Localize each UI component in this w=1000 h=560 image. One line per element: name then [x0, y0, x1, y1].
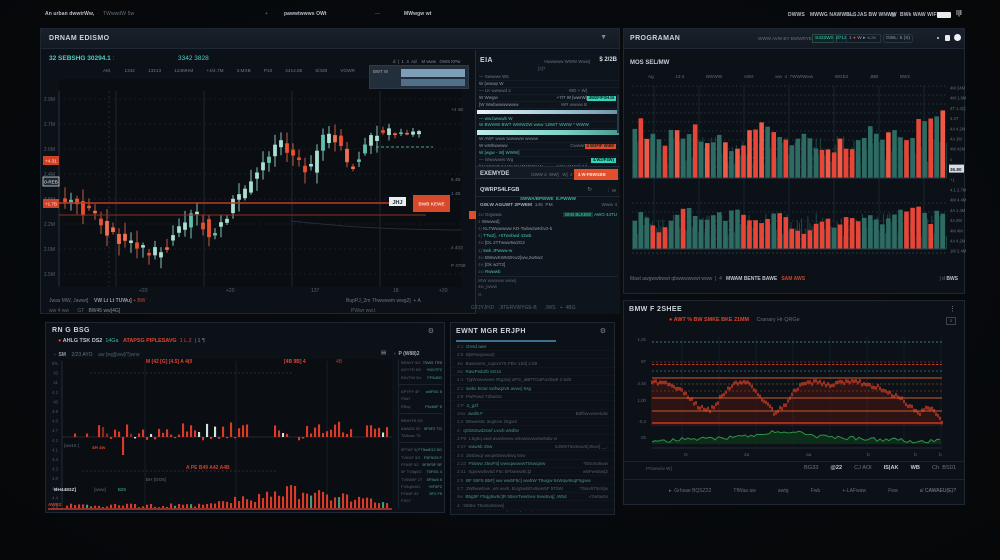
svg-text:4A 1M: 4A 1M: [950, 137, 962, 142]
svg-text:2.4M: 2.4M: [44, 172, 55, 178]
svg-text:[ww18 |: [ww18 |: [64, 443, 79, 448]
svg-text:2.2M: 2.2M: [44, 222, 55, 228]
svg-text:2.0M: 2.0M: [44, 247, 55, 253]
svg-text:4 4(0): 4 4(0): [451, 245, 463, 250]
svg-text:4.4: 4.4: [52, 457, 58, 462]
svg-text:4.2: 4.2: [52, 486, 58, 491]
svg-text:4A 1.4M: 4A 1.4M: [950, 208, 966, 213]
svg-text:4.7: 4.7: [52, 428, 58, 433]
svg-text:4B: 4B: [336, 359, 343, 365]
svg-text:43: 43: [53, 371, 58, 376]
svg-text:18: 18: [393, 288, 399, 294]
svg-text:[4B 9B] 4: [4B 9B] 4: [284, 359, 306, 365]
svg-text:2.7M: 2.7M: [44, 122, 55, 128]
svg-text:+20: +20: [439, 288, 448, 294]
svg-text:4H 4w: 4H 4w: [92, 445, 106, 450]
svg-text:BH4483Z]: BH4483Z]: [54, 487, 77, 493]
svg-text:0%: 0%: [52, 361, 58, 366]
svg-text:+1: +1: [950, 177, 955, 182]
svg-text:1 4B: 1 4B: [451, 191, 460, 196]
svg-text:97: 97: [641, 359, 646, 364]
svg-text:4A 4.2M: 4A 4.2M: [950, 239, 966, 244]
svg-text:b: b: [939, 452, 942, 458]
svg-text:G: G: [684, 452, 688, 458]
svg-text:A PE B49 A42 A4B: A PE B49 A42 A4B: [186, 465, 230, 471]
svg-text:+20: +20: [226, 288, 235, 294]
svg-text:BWB KEWE: BWB KEWE: [418, 202, 444, 207]
svg-text:1,25: 1,25: [637, 337, 646, 342]
svg-text:4.2: 4.2: [52, 438, 58, 443]
svg-text:4.9: 4.9: [52, 409, 58, 414]
svg-text:41: 41: [53, 380, 58, 385]
svg-text:36.80: 36.80: [950, 167, 962, 172]
svg-text:+4 4B: +4 4B: [451, 107, 463, 112]
svg-text:P 4769: P 4769: [451, 263, 466, 268]
svg-text:40: 40: [53, 399, 58, 404]
svg-text:+1.7B: +1.7B: [45, 202, 57, 207]
svg-text:4M 1.8M: 4M 1.8M: [950, 96, 966, 101]
svg-text:B29: B29: [118, 487, 126, 492]
svg-text:4.3: 4.3: [52, 467, 58, 472]
svg-text:4.1: 4.1: [52, 447, 58, 452]
svg-text:M (42 [G] [4.5] A 4(0: M (42 [G] [4.5] A 4(0: [146, 359, 193, 365]
svg-text:4T 1.4(2): 4T 1.4(2): [950, 106, 966, 111]
svg-text:4.1 2.7M: 4.1 2.7M: [950, 188, 966, 193]
svg-text:6 4B: 6 4B: [451, 177, 460, 182]
svg-text:137: 137: [311, 288, 320, 294]
svg-text:4M 24M: 4M 24M: [950, 86, 966, 91]
svg-text:-0,4: -0,4: [638, 419, 646, 424]
svg-text:1M 2.4M: 1M 2.4M: [950, 249, 966, 254]
svg-text:4.2: 4.2: [52, 390, 58, 395]
svg-text:AWB2: AWB2: [48, 502, 62, 507]
svg-text:JHJ: JHJ: [392, 200, 402, 206]
svg-text:b: b: [867, 452, 870, 458]
svg-text:4M 4.4M: 4M 4.4M: [950, 198, 966, 203]
svg-text:1,00: 1,00: [637, 398, 646, 403]
svg-text:4.4T: 4.4T: [950, 116, 959, 121]
svg-text:2.5M: 2.5M: [44, 272, 55, 278]
svg-text:+4.31: +4.31: [45, 159, 57, 164]
svg-text:4.0: 4.0: [52, 419, 58, 424]
svg-text:b: b: [914, 452, 917, 458]
svg-text:4.8: 4.8: [52, 505, 58, 510]
svg-text:2.6M: 2.6M: [44, 147, 55, 153]
svg-text:4A 4.2M: 4A 4.2M: [950, 126, 966, 131]
svg-text:2.9M: 2.9M: [44, 97, 55, 103]
svg-text:+20: +20: [139, 288, 148, 294]
svg-text:0-REB: 0-REB: [44, 180, 58, 185]
svg-text:x: x: [950, 157, 953, 162]
svg-text:4M 4M: 4M 4M: [950, 228, 963, 233]
svg-text:aa: aa: [806, 453, 812, 458]
svg-text:2a: 2a: [744, 452, 750, 458]
svg-text:4A 2M: 4A 2M: [950, 218, 962, 223]
svg-text:BH [OO5]: BH [OO5]: [146, 477, 166, 482]
svg-text:4.45: 4.45: [637, 381, 646, 386]
svg-text:4.4: 4.4: [52, 495, 58, 500]
svg-text:-25: -25: [640, 435, 647, 440]
svg-text:4M 42M: 4M 42M: [950, 147, 966, 152]
svg-text:[www]: [www]: [94, 487, 106, 492]
svg-text:4.0: 4.0: [52, 476, 58, 481]
